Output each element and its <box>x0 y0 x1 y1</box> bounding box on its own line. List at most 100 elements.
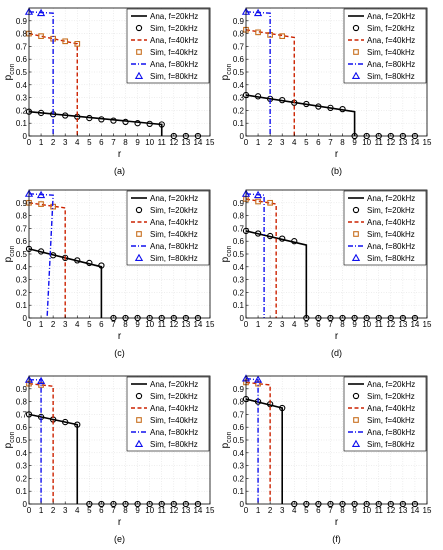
legend-marker-swatch <box>353 417 359 423</box>
x-tick-label: 9 <box>352 320 357 329</box>
x-tick-label: 10 <box>362 506 371 515</box>
legend-marker-swatch <box>351 253 361 261</box>
x-tick-label: 11 <box>375 506 384 515</box>
panel-label: (d) <box>331 348 342 358</box>
legend: Ana, f=20kHz Sim, f=20kHz Ana, f=40kHz Sim,… <box>126 376 210 452</box>
x-tick-label: 5 <box>304 138 309 147</box>
y-tick-label: 0.7 <box>16 42 28 51</box>
x-tick-label: 6 <box>316 506 321 515</box>
legend-entry-label: Ana, f=40kHz <box>367 36 415 45</box>
x-tick-label: 11 <box>158 506 167 515</box>
panel-b: 0 1 2 3 4 5 6 7 8 9 10 11 12 13 14 1500.10.20.30.40.50.… <box>220 7 432 176</box>
x-tick-label: 3 <box>63 138 68 147</box>
x-tick-label: 12 <box>386 320 395 329</box>
legend-entry-label: Ana, f=20kHz <box>367 380 415 389</box>
y-tick-label: 0.1 <box>233 301 245 310</box>
x-tick-label: 2 <box>51 138 56 147</box>
sim-point-f40kHz <box>74 40 81 47</box>
sim-point-f20kHz <box>37 109 45 117</box>
legend-entry-label: Ana, f=40kHz <box>367 218 415 227</box>
legend-marker-swatch <box>352 392 360 400</box>
legend-entry-label: Ana, f=80kHz <box>367 428 415 437</box>
x-tick-label: 9 <box>135 138 140 147</box>
x-tick-label: 13 <box>398 138 407 147</box>
y-tick-label: 0.6 <box>16 423 28 432</box>
y-tick-label: 0.7 <box>233 42 245 51</box>
legend-box <box>343 376 427 452</box>
y-tick-label: 0.7 <box>16 224 28 233</box>
legend-entry-label: Ana, f=40kHz <box>150 36 198 45</box>
x-tick-label: 8 <box>340 138 345 147</box>
series-line-f40kHz <box>245 381 271 504</box>
panel-label: (e) <box>114 534 125 544</box>
y-tick-label: 0.4 <box>233 263 245 272</box>
x-tick-label: 12 <box>386 138 395 147</box>
series-line-f80kHz <box>245 11 271 136</box>
y-tick-label: 0.9 <box>233 385 245 394</box>
x-tick-label: 9 <box>135 506 140 515</box>
legend: Ana, f=20kHz Sim, f=20kHz Ana, f=40kHz Sim,… <box>126 8 210 84</box>
x-tick-label: 15 <box>423 506 432 515</box>
legend-entry-label: Ana, f=80kHz <box>150 60 198 69</box>
sim-point-f20kHz <box>327 104 334 111</box>
sim-point-f20kHz <box>266 232 274 240</box>
x-tick-label: 5 <box>87 506 92 515</box>
legend-marker-swatch <box>351 439 361 447</box>
legend-box <box>126 376 210 452</box>
x-tick-label: 6 <box>316 138 321 147</box>
series-line-f20kHz <box>28 248 103 318</box>
panel-label: (a) <box>114 166 125 176</box>
y-tick-label: 0 <box>23 132 28 141</box>
y-tick-label: 0.8 <box>16 398 28 407</box>
legend-entry-label: Ana, f=20kHz <box>150 12 198 21</box>
y-axis-label: pcon <box>220 245 233 262</box>
sim-point-f20kHz <box>158 121 165 128</box>
x-tick-label: 9 <box>352 138 357 147</box>
legend-entry-label: Sim, f=40kHz <box>367 416 415 425</box>
sim-point-f80kHz <box>253 375 263 383</box>
y-tick-label: 0.5 <box>233 68 245 77</box>
legend-entry-label: Sim, f=40kHz <box>367 48 415 57</box>
x-tick-label: 8 <box>340 506 345 515</box>
x-tick-label: 3 <box>280 138 285 147</box>
y-tick-label: 0.4 <box>16 81 28 90</box>
series-line-f80kHz <box>29 379 42 504</box>
y-tick-label: 0.3 <box>16 276 28 285</box>
legend-marker-swatch <box>352 24 360 32</box>
sim-point-f40kHz <box>279 33 286 40</box>
x-tick-label: 11 <box>158 138 167 147</box>
y-tick-label: 0.9 <box>233 17 245 26</box>
x-tick-label: 8 <box>123 138 128 147</box>
x-tick-label: 9 <box>352 506 357 515</box>
y-tick-label: 0.6 <box>16 237 28 246</box>
series-line-f20kHz <box>245 94 356 136</box>
x-tick-label: 5 <box>87 138 92 147</box>
legend-marker-swatch <box>136 417 142 423</box>
y-tick-label: 0.5 <box>16 436 28 445</box>
x-tick-label: 14 <box>410 138 419 147</box>
x-axis-label: r <box>118 517 122 528</box>
sim-point-f20kHz <box>62 254 69 261</box>
legend-entry-label: Sim, f=80kHz <box>150 72 198 81</box>
sim-point-f20kHz <box>303 100 310 108</box>
legend-entry-label: Sim, f=40kHz <box>150 48 198 57</box>
sim-point-f80kHz <box>36 190 46 199</box>
x-tick-label: 8 <box>123 506 128 515</box>
y-tick-label: 0.3 <box>233 94 245 103</box>
x-tick-label: 4 <box>75 138 80 147</box>
x-tick-label: 7 <box>328 320 333 329</box>
x-tick-label: 11 <box>375 320 384 329</box>
sim-point-f20kHz <box>339 105 346 113</box>
sim-point-f20kHz <box>279 235 286 242</box>
legend-entry-label: Ana, f=40kHz <box>150 404 198 413</box>
x-tick-label: 0 <box>244 138 249 147</box>
x-tick-label: 5 <box>87 320 92 329</box>
sim-point-f40kHz <box>255 29 261 36</box>
legend-entry-label: Sim, f=80kHz <box>150 254 198 263</box>
legend-entry-label: Sim, f=20kHz <box>367 206 415 215</box>
y-tick-label: 0.2 <box>233 474 245 483</box>
sim-point-f20kHz <box>315 103 322 110</box>
sim-point-f20kHz <box>279 97 286 104</box>
y-tick-label: 0.4 <box>16 449 28 458</box>
